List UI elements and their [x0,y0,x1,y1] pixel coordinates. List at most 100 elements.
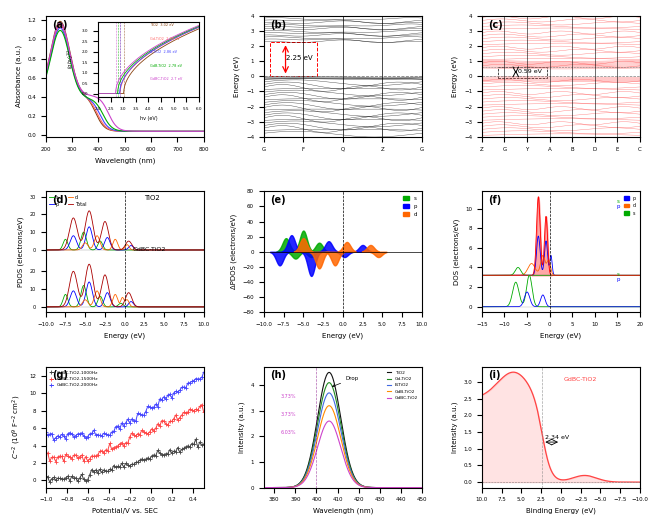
d [93,233,101,239]
GdBC-TiO2 [323,420,330,426]
Text: (a): (a) [52,20,67,30]
p [117,247,125,253]
Text: 3.73%: 3.73% [281,394,296,399]
Gd-TiO2 [118,128,126,135]
GdB-TiO2 [118,128,126,134]
Text: 0.59 eV: 0.59 eV [518,69,542,74]
p [518,300,526,306]
TiO2 [56,18,64,24]
B-TiO2 [375,484,383,491]
GdBC-TiO2-1000Hz [151,453,159,459]
GdBC-TiO2-1000Hz [138,456,146,462]
p [584,304,592,310]
GdB-TiO2 [418,484,426,491]
GdBC-TiO2-1000Hz [200,441,208,447]
Gd-TiO2 [117,128,125,135]
s [597,304,605,310]
p [136,247,144,253]
Total [172,247,180,253]
Y-axis label: Intensity (a.u.): Intensity (a.u.) [451,401,458,453]
GdBC-TiO2-2000Hz [200,369,208,375]
GdBC-TiO2 [374,484,382,491]
d [197,247,204,253]
s [116,247,124,253]
p [506,304,514,310]
Text: (g): (g) [52,370,68,381]
s [571,272,579,278]
X-axis label: Wavelength (nm): Wavelength (nm) [95,157,155,164]
B-TiO2 [56,25,64,31]
TiO2 [360,483,368,489]
s [550,272,558,278]
B-TiO2 [418,484,426,491]
s [514,264,522,271]
Text: Drop: Drop [332,376,359,387]
Text: GdBC-TiO2: GdBC-TiO2 [564,377,597,382]
GdBC-TiO2-2000Hz [151,401,159,408]
GdBC-TiO2 [42,70,50,77]
Legend: TiO2, Gd-TiO2, B-TiO2, GdB-TiO2, GdBC-TiO2: TiO2, Gd-TiO2, B-TiO2, GdB-TiO2, GdBC-Ti… [386,369,420,402]
Y-axis label: Energy (eV): Energy (eV) [234,56,240,97]
Gd-TiO2 [279,484,287,491]
Y-axis label: Absorbance (a.u.): Absorbance (a.u.) [15,45,22,108]
B-TiO2 [279,484,287,491]
Text: p: p [616,277,620,282]
GdBC-TiO2-1000Hz [140,457,148,463]
d [117,246,125,253]
d [478,272,486,278]
GdB-TiO2 [375,484,383,491]
GdBC-TiO2-1500Hz [151,425,159,431]
Y-axis label: Intensity (a.u.): Intensity (a.u.) [238,401,245,453]
s [42,247,50,253]
p [636,304,644,310]
Text: (f): (f) [488,195,502,205]
X-axis label: Wavelength (nm): Wavelength (nm) [313,508,373,515]
GdBC-TiO2 [136,128,144,135]
GdBC-TiO2-1500Hz [114,443,121,449]
GdB-TiO2 [117,128,125,134]
Line: Gd-TiO2: Gd-TiO2 [46,25,204,131]
Line: p: p [482,236,640,275]
s [118,247,126,253]
Line: Total: Total [46,211,204,250]
Bar [270,42,317,76]
B-TiO2 [325,390,333,396]
Line: GdBC-TiO2-2000Hz: GdBC-TiO2-2000Hz [44,370,206,442]
TiO2 [311,428,319,434]
s [636,272,644,278]
GdBC-TiO2 [200,128,208,135]
s [136,247,144,253]
p [571,304,579,310]
B-TiO2 [172,128,180,135]
Y-axis label: DOS (electrons/eV): DOS (electrons/eV) [453,218,460,285]
Gd-TiO2 [374,484,382,491]
GdBC-TiO2-1500Hz [200,409,208,416]
GdB-TiO2 [325,402,333,409]
Y-axis label: PDOS (electrons/eV): PDOS (electrons/eV) [18,216,24,287]
Gd-TiO2 [325,379,333,386]
GdBC-TiO2 [260,484,268,491]
TiO2 [42,69,50,76]
TiO2 [200,128,208,135]
p [597,272,605,278]
TiO2 [127,128,135,135]
d [506,272,514,278]
Line: GdBC-TiO2: GdBC-TiO2 [264,421,422,488]
Line: Gd-TiO2: Gd-TiO2 [264,383,422,488]
Gd-TiO2 [311,433,319,439]
Total [85,208,93,214]
GdBC-TiO2-1500Hz [42,449,50,456]
GdB-TiO2 [374,484,382,491]
X-axis label: Energy (eV): Energy (eV) [323,332,363,339]
p [172,247,180,253]
GdB-TiO2 [311,444,319,450]
s [584,304,592,310]
B-TiO2 [323,392,330,399]
d [200,247,208,253]
Total [42,247,50,253]
p [628,304,635,310]
B-TiO2 [197,128,204,135]
Gd-TiO2 [360,483,368,490]
TiO2 [374,484,382,491]
d [518,271,526,278]
